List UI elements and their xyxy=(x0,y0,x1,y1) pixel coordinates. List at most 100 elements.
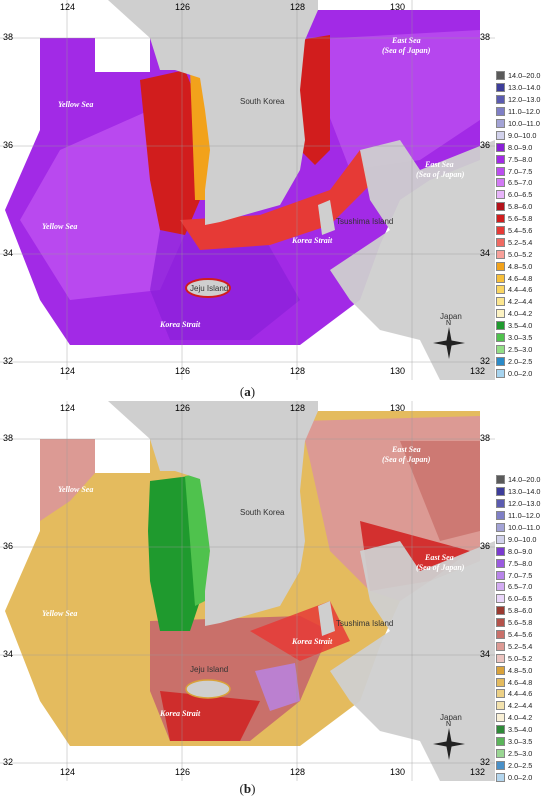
legend-item: 3.0–3.5 xyxy=(496,332,550,344)
legend-item: 13.0–14.0 xyxy=(496,82,550,94)
legend-item: 9.0–10.0 xyxy=(496,533,550,545)
legend-label: 5.2–5.4 xyxy=(508,641,533,651)
legend-label: 3.0–3.5 xyxy=(508,737,533,747)
label-japan-a: Japan xyxy=(440,312,462,321)
lat-tick-38r-a: 38 xyxy=(480,32,491,42)
legend-swatch xyxy=(496,261,505,271)
legend-label: 4.0–4.2 xyxy=(508,713,533,723)
legend-label: 4.2–4.4 xyxy=(508,297,533,307)
map-panel-a: 124 126 128 130 124 126 128 130 132 38 3… xyxy=(0,0,550,400)
label-east-sea-1b-b: (Sea of Japan) xyxy=(382,455,431,464)
legend-label: 4.2–4.4 xyxy=(508,701,533,711)
legend-swatch xyxy=(496,653,505,663)
legend-label: 4.6–4.8 xyxy=(508,273,533,283)
lat-tick-32-a: 32 xyxy=(3,356,14,366)
legend-item: 7.0–7.5 xyxy=(496,569,550,581)
legend-swatch xyxy=(496,356,505,366)
legend-label: 4.4–4.6 xyxy=(508,285,533,295)
label-tsushima-a: Tsushima Island xyxy=(336,217,394,226)
legend-swatch xyxy=(496,166,505,176)
legend-item: 7.5–8.0 xyxy=(496,153,550,165)
legend-label: 2.0–2.5 xyxy=(508,760,533,770)
legend-label: 7.0–7.5 xyxy=(508,166,533,176)
label-east-sea-2b-a: (Sea of Japan) xyxy=(416,170,465,179)
lat-tick-38-a: 38 xyxy=(3,32,14,42)
legend-label: 7.5–8.0 xyxy=(508,154,533,164)
legend-item: 14.0–20.0 xyxy=(496,474,550,486)
label-east-sea-2-b: East Sea xyxy=(425,553,454,562)
legend-swatch xyxy=(496,748,505,758)
legend-item: 5.2–5.4 xyxy=(496,640,550,652)
legend-swatch xyxy=(496,333,505,343)
lon-tick-128b-a: 128 xyxy=(290,366,306,376)
legend-swatch xyxy=(496,321,505,331)
lat-tick-34-b: 34 xyxy=(3,649,14,659)
north-arrow-icon-b xyxy=(433,728,465,760)
legend-swatch xyxy=(496,499,505,509)
legend-swatch xyxy=(496,142,505,152)
legend-label: 14.0–20.0 xyxy=(508,71,541,81)
legend-swatch xyxy=(496,725,505,735)
legend-label: 6.0–6.5 xyxy=(508,190,533,200)
legend-item: 10.0–11.0 xyxy=(496,522,550,534)
legend-swatch xyxy=(496,772,505,782)
legend-item: 4.4–4.6 xyxy=(496,688,550,700)
legend-item: 4.6–4.8 xyxy=(496,676,550,688)
legend-swatch xyxy=(496,83,505,93)
legend-swatch xyxy=(496,309,505,319)
legend-item: 5.6–5.8 xyxy=(496,213,550,225)
legend-label: 5.8–6.0 xyxy=(508,202,533,212)
legend-a: 14.0–20.0 13.0–14.0 12.0–13.0 11.0–12.0 10.0… xyxy=(496,70,550,379)
lon-tick-126-b: 126 xyxy=(175,403,191,413)
lon-tick-130b-b: 130 xyxy=(390,767,406,777)
legend-swatch xyxy=(496,487,505,497)
lon-tick-124-a: 124 xyxy=(60,2,76,12)
legend-item: 5.4–5.6 xyxy=(496,225,550,237)
legend-item: 2.0–2.5 xyxy=(496,759,550,771)
legend-label: 11.0–12.0 xyxy=(508,511,540,521)
legend-swatch xyxy=(496,297,505,307)
legend-item: 6.5–7.0 xyxy=(496,177,550,189)
legend-item: 7.5–8.0 xyxy=(496,557,550,569)
legend-swatch xyxy=(496,178,505,188)
legend-item: 6.5–7.0 xyxy=(496,581,550,593)
legend-item: 5.4–5.6 xyxy=(496,629,550,641)
legend-item: 12.0–13.0 xyxy=(496,498,550,510)
korea-landmass xyxy=(108,0,318,225)
lon-tick-132-a: 132 xyxy=(470,366,486,376)
lat-tick-34r-a: 34 xyxy=(480,248,491,258)
legend-swatch xyxy=(496,237,505,247)
lon-tick-128b-b: 128 xyxy=(290,767,306,777)
legend-swatch xyxy=(496,558,505,568)
legend-label: 8.0–9.0 xyxy=(508,546,533,556)
legend-item: 5.6–5.8 xyxy=(496,617,550,629)
legend-label: 4.8–5.0 xyxy=(508,261,533,271)
lat-tick-36-b: 36 xyxy=(3,541,14,551)
label-yellow-sea-1-a: Yellow Sea xyxy=(58,100,94,109)
lon-tick-126b-b: 126 xyxy=(175,767,191,777)
legend-swatch xyxy=(496,511,505,521)
caption-b: (b) xyxy=(239,781,256,796)
legend-label: 5.6–5.8 xyxy=(508,214,533,224)
legend-item: 14.0–20.0 xyxy=(496,70,550,82)
label-yellow-sea-2-b: Yellow Sea xyxy=(42,609,78,618)
legend-swatch xyxy=(496,285,505,295)
map-a xyxy=(0,0,495,380)
label-east-sea-1-a: East Sea xyxy=(392,36,421,45)
legend-item: 6.0–6.5 xyxy=(496,593,550,605)
legend-swatch xyxy=(496,71,505,81)
lat-tick-38r-b: 38 xyxy=(480,433,491,443)
legend-swatch xyxy=(496,95,505,105)
legend-item: 5.0–5.2 xyxy=(496,248,550,260)
legend-label: 3.5–4.0 xyxy=(508,321,533,331)
legend-label: 5.0–5.2 xyxy=(508,653,533,663)
legend-label: 9.0–10.0 xyxy=(508,130,537,140)
legend-label: 12.0–13.0 xyxy=(508,95,541,105)
north-arrow-icon xyxy=(433,327,465,359)
legend-item: 5.8–6.0 xyxy=(496,605,550,617)
legend-swatch xyxy=(496,523,505,532)
lat-tick-38-b: 38 xyxy=(3,433,14,443)
label-south-korea-a: South Korea xyxy=(240,97,285,106)
legend-label: 5.4–5.6 xyxy=(508,630,533,640)
lat-tick-36-a: 36 xyxy=(3,140,14,150)
